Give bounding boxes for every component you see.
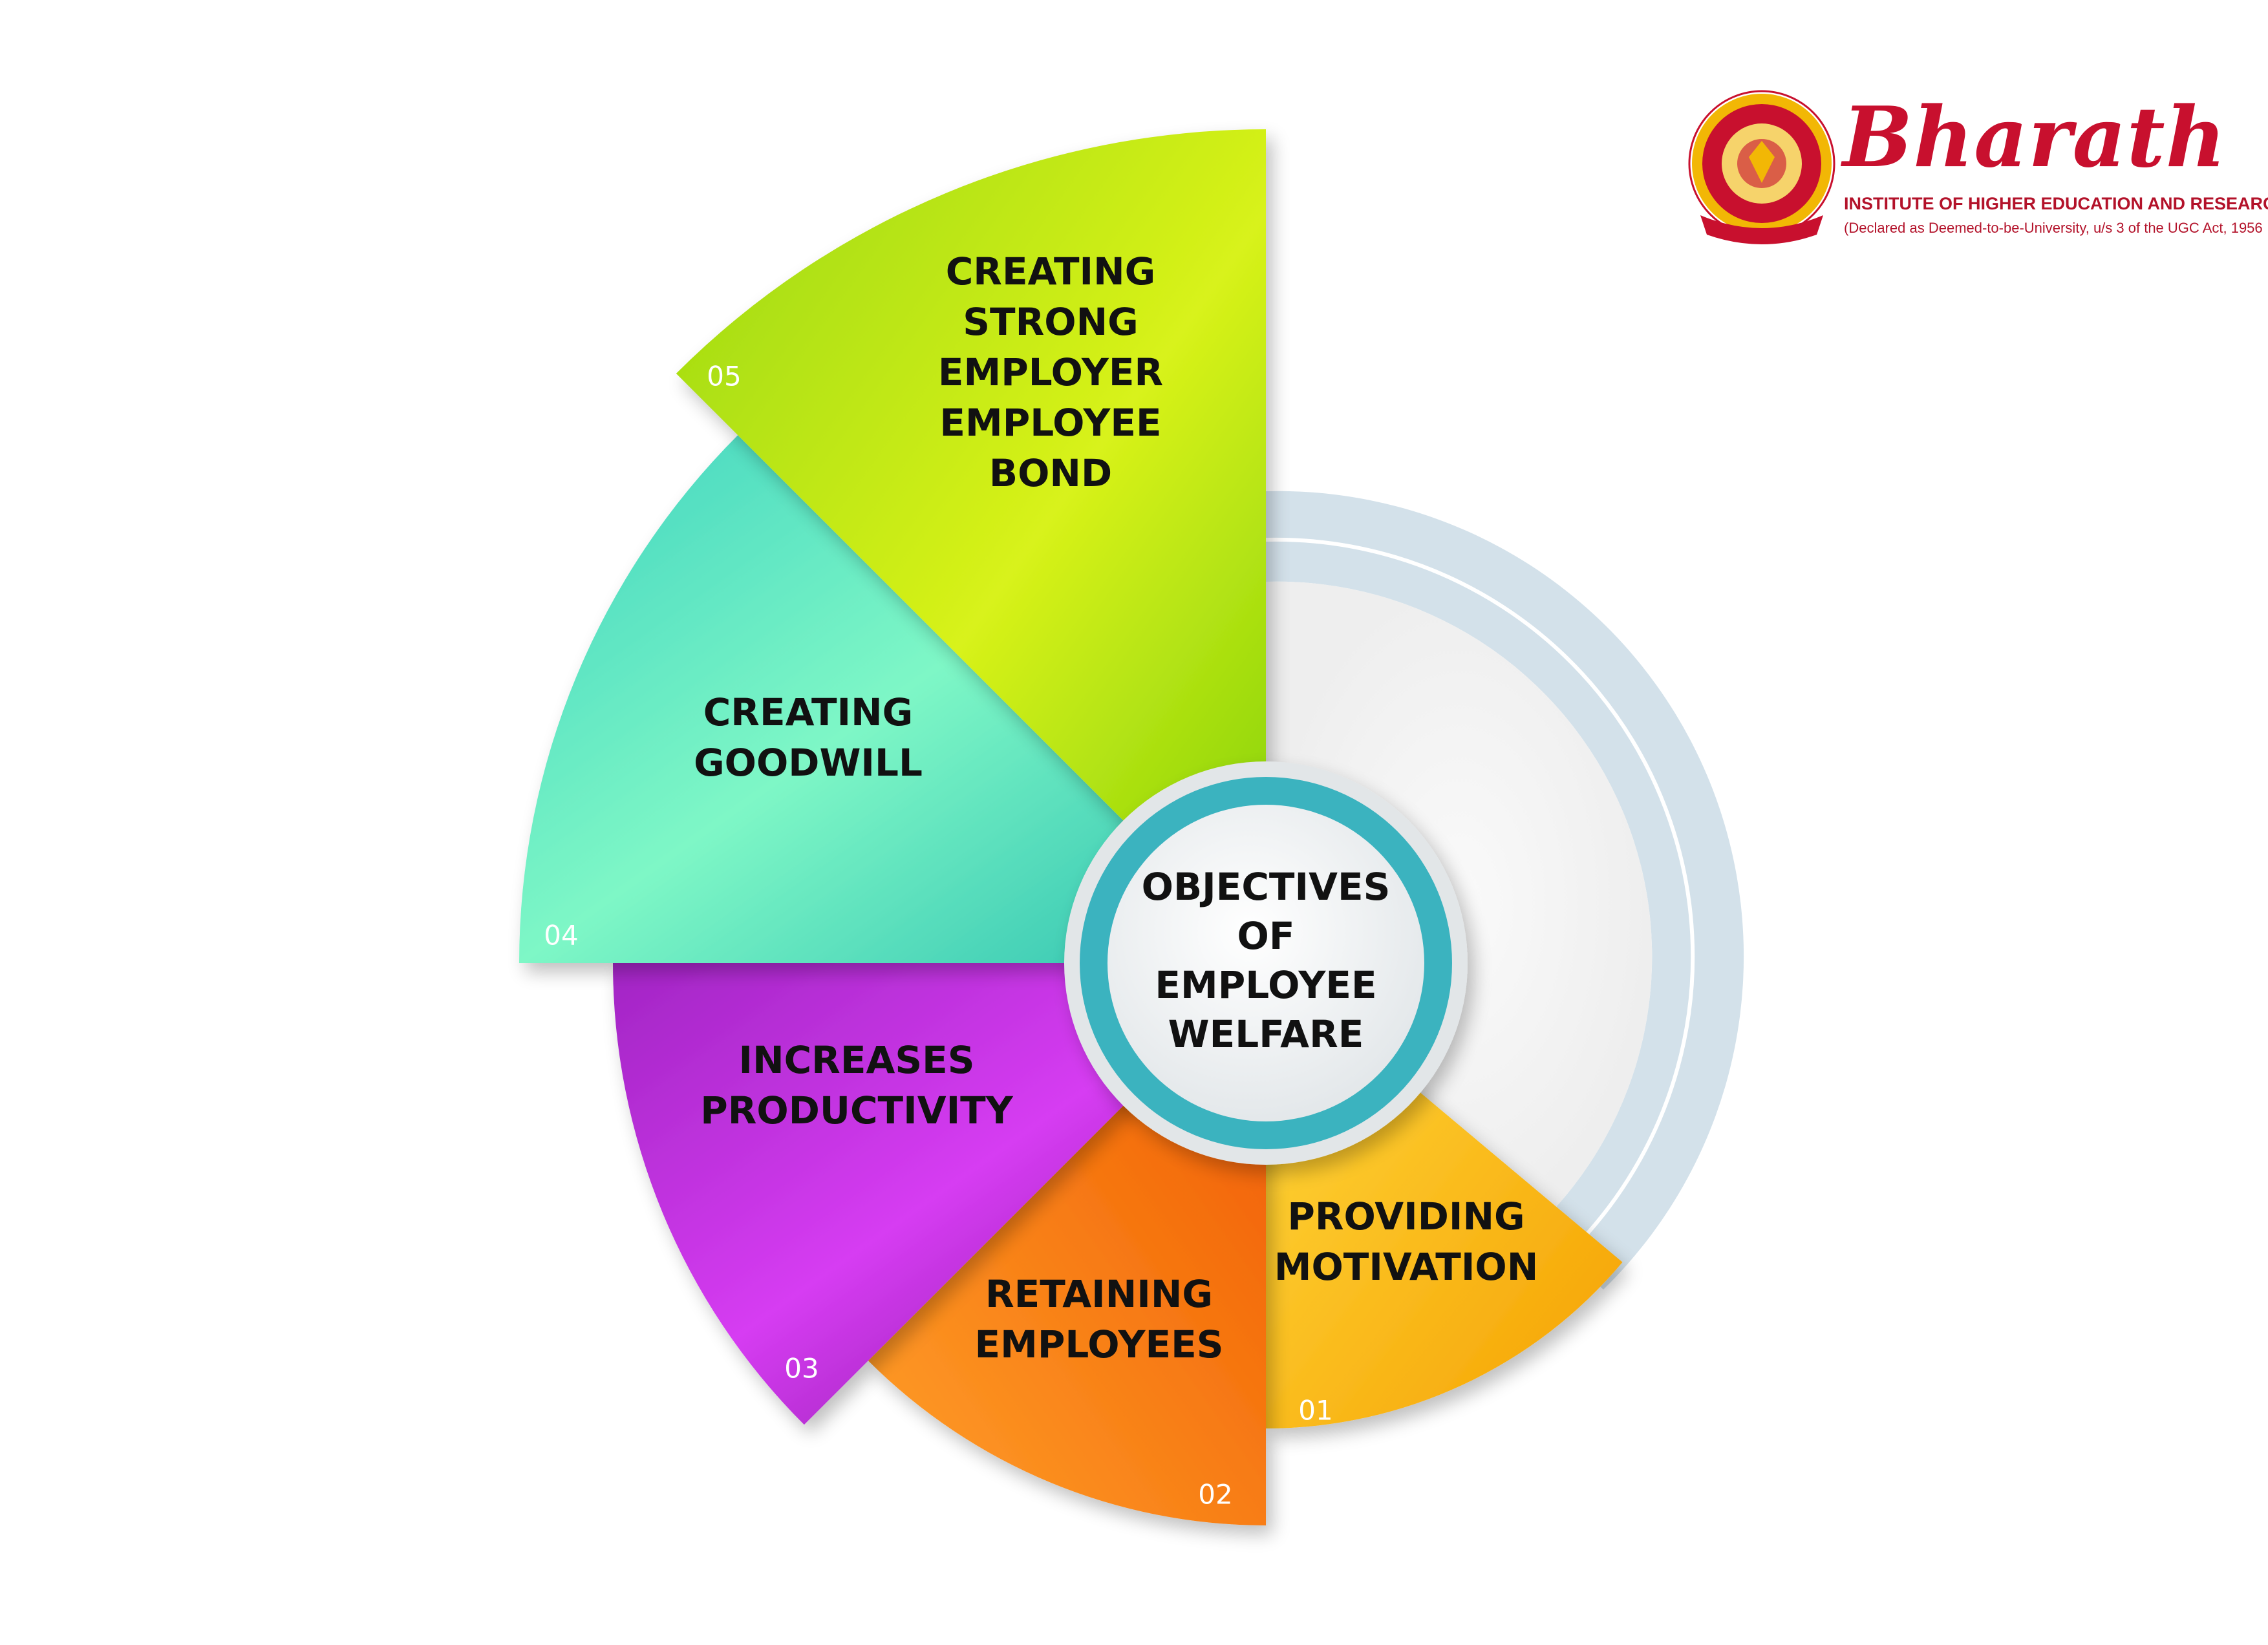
- segment-number: 04: [544, 920, 578, 951]
- segment-label-line: EMPLOYEES: [975, 1322, 1224, 1366]
- center-title-line: OF: [1237, 914, 1295, 958]
- segment-label-line: CREATING: [703, 690, 914, 734]
- segment-label-line: PROVIDING: [1287, 1194, 1524, 1238]
- segment-04: CREATING GOODWILL 04: [519, 435, 1266, 963]
- segment-label-line: CREATING: [946, 249, 1156, 293]
- segment-label-line: PRODUCTIVITY: [700, 1088, 1013, 1132]
- segment-label-line: MOTIVATION: [1274, 1245, 1539, 1289]
- center-hub: OBJECTIVES OF EMPLOYEE WELFARE: [1064, 761, 1468, 1165]
- segment-label-line: EMPLOYEE: [939, 401, 1161, 445]
- biher-emblem-icon: [1688, 90, 1835, 244]
- center-title-line: EMPLOYEE: [1155, 963, 1376, 1007]
- segment-number: 02: [1198, 1479, 1232, 1511]
- segment-number: 01: [1298, 1395, 1332, 1427]
- segment-label-line: STRONG: [963, 300, 1138, 344]
- segment-wedge: [676, 129, 1266, 963]
- segment-label-line: INCREASES: [738, 1038, 974, 1082]
- logo-subtitle: INSTITUTE OF HIGHER EDUCATION AND RESEAR…: [1844, 194, 2268, 213]
- segment-label-line: BOND: [989, 451, 1112, 495]
- center-title-line: WELFARE: [1168, 1012, 1364, 1056]
- center-title-line: OBJECTIVES: [1142, 865, 1391, 909]
- logo-wordmark: Bharath: [1843, 89, 2227, 186]
- segment-wedge: [519, 435, 1266, 963]
- segment-number: 03: [784, 1353, 818, 1385]
- center-disk: [1107, 805, 1424, 1121]
- segment-label-line: EMPLOYER: [938, 350, 1163, 394]
- segment-label-line: RETAINING: [985, 1272, 1213, 1316]
- segment-number: 05: [707, 361, 741, 392]
- logo-tagline: (Declared as Deemed-to-be-University, u/…: [1844, 220, 2263, 236]
- segment-label-line: GOODWILL: [694, 741, 923, 785]
- segment-05: CREATING STRONG EMPLOYER EMPLOYEE BOND 05: [676, 129, 1266, 963]
- institution-logo: Bharath INSTITUTE OF HIGHER EDUCATION AN…: [1687, 89, 2268, 257]
